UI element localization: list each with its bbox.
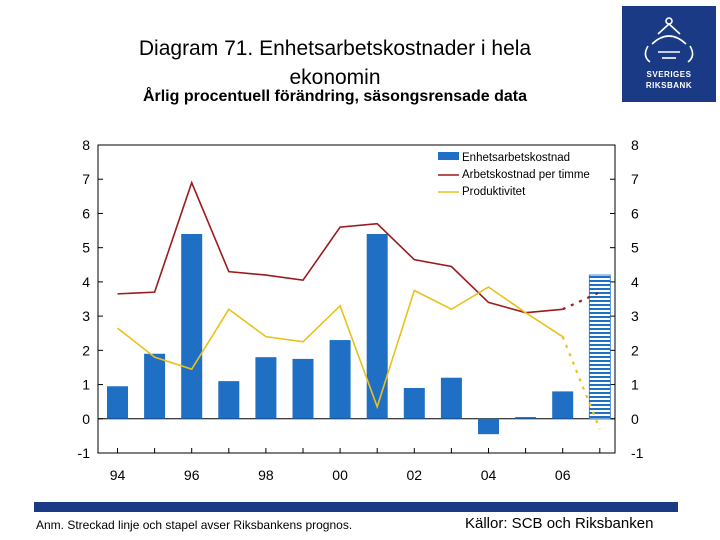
source-note: Källor: SCB och Riksbanken [465, 515, 654, 532]
bar [107, 386, 128, 419]
y-tick-label-left: 4 [82, 274, 90, 290]
plot-frame [97, 144, 616, 454]
bar [440, 377, 462, 419]
y-tick-label-right: 4 [631, 274, 639, 290]
y-tick-label-right: 0 [631, 411, 639, 427]
bar [478, 418, 499, 435]
y-tick-label-left: 5 [82, 240, 90, 256]
riksbank-logo: SVERIGES RIKSBANK [622, 6, 716, 102]
x-tick-label: 98 [258, 467, 274, 483]
x-tick-label: 00 [332, 467, 348, 483]
bar [181, 233, 203, 419]
logo-text-2: RIKSBANK [645, 81, 693, 90]
bar [403, 387, 425, 419]
crown-emblem-icon [644, 17, 694, 63]
y-tick-label-right: 6 [631, 205, 639, 221]
chart-title: Diagram 71. Enhetsarbetskostnader i hela… [60, 34, 610, 92]
bar [515, 417, 537, 419]
y-tick-label-right: 2 [631, 342, 639, 358]
legend-label: Enhetsarbetskostnad [462, 152, 570, 164]
y-tick-label-right: 8 [631, 137, 639, 153]
x-tick-label: 94 [110, 467, 126, 483]
footer-bar [34, 502, 678, 512]
footnote: Anm. Streckad linje och stapel avser Rik… [36, 518, 353, 532]
bar [588, 274, 611, 420]
y-tick-label-right: 3 [631, 308, 639, 324]
productivity-line [117, 286, 564, 410]
bar [366, 233, 388, 419]
x-tick-label: 06 [555, 467, 571, 483]
y-tick-label-left: 1 [82, 377, 90, 393]
x-tick-label: 02 [407, 467, 423, 483]
y-tick-label-right: -1 [631, 445, 644, 461]
logo-text-1: SVERIGES [646, 70, 692, 79]
y-tick-label-left: 2 [82, 342, 90, 358]
y-tick-label-right: 5 [631, 240, 639, 256]
y-tick-label-left: -1 [78, 445, 91, 461]
x-tick-label: 96 [184, 467, 200, 483]
productivity-forecast-line [561, 336, 601, 430]
y-tick-label-left: 7 [82, 171, 90, 187]
bar [144, 353, 166, 419]
legend-label: Produktivitet [462, 186, 526, 198]
y-tick-label-left: 8 [82, 137, 90, 153]
bar [552, 391, 574, 419]
bar [218, 381, 240, 419]
y-tick-label-left: 3 [82, 308, 90, 324]
labor-cost-forecast-line [562, 291, 601, 311]
y-tick-label-left: 6 [82, 205, 90, 221]
title-line-2: ekonomin [289, 66, 381, 89]
y-tick-label-right: 1 [631, 377, 639, 393]
bar [292, 358, 314, 419]
legend-swatch-bar [438, 152, 459, 160]
bar [329, 340, 351, 419]
x-tick-label: 04 [481, 467, 497, 483]
legend-label: Arbetskostnad per timme [462, 169, 590, 181]
title-line-1: Diagram 71. Enhetsarbetskostnader i hela [138, 37, 532, 60]
bar [255, 357, 277, 419]
y-tick-label-left: 0 [82, 411, 90, 427]
labor-cost-line [117, 180, 563, 314]
chart-subtitle: Årlig procentuell förändring, säsongsren… [142, 88, 528, 105]
y-tick-label-right: 7 [631, 171, 639, 187]
